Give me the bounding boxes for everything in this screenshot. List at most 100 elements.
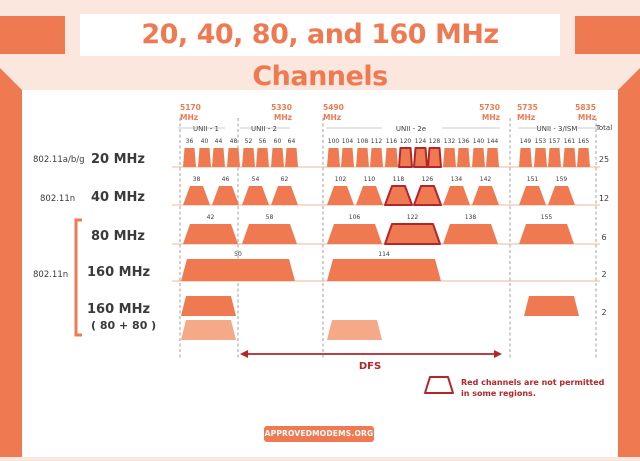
channel-number: 142 xyxy=(480,176,492,183)
channel-80mhz-106 xyxy=(327,224,382,244)
channel-number: 155 xyxy=(541,214,553,221)
channel-number: 128 xyxy=(429,138,441,145)
dfs-arrow-head-right xyxy=(494,350,502,358)
title-bar-right xyxy=(575,16,640,54)
channel-80plus80-block xyxy=(524,296,579,316)
channel-number: 138 xyxy=(465,214,477,221)
channel-number: 118 xyxy=(393,176,405,183)
footer-link[interactable]: APPROVEDMODEMS.ORG xyxy=(264,426,374,442)
channel-20mhz-64 xyxy=(285,148,298,167)
frame-left xyxy=(0,68,22,457)
frequency-unit: MHz xyxy=(517,113,535,122)
channel-40mhz-151 xyxy=(519,186,546,205)
channel-80mhz-42 xyxy=(183,224,238,244)
channel-20mhz-124 xyxy=(413,147,428,168)
channel-20mhz-157 xyxy=(548,148,561,167)
channel-80mhz-58 xyxy=(242,224,297,244)
band-label: UNII - 2 xyxy=(251,125,277,133)
channel-number: 161 xyxy=(564,138,576,145)
channel-number: 38 xyxy=(193,176,201,183)
channel-number: 44 xyxy=(215,138,223,145)
frequency-unit: MHz xyxy=(578,113,596,122)
channel-number: 52 xyxy=(245,138,253,145)
channel-number: 120 xyxy=(400,138,412,145)
frequency-label: 5735 xyxy=(517,103,538,112)
dfs-arrow-head-left xyxy=(240,350,248,358)
width-label: 20 MHz xyxy=(91,152,145,167)
frequency-unit: MHz xyxy=(323,113,341,122)
frequency-unit: MHz xyxy=(180,113,198,122)
channel-20mhz-140 xyxy=(472,148,485,167)
channel-number: 112 xyxy=(371,138,383,145)
dfs-label: DFS xyxy=(359,361,381,372)
channel-80plus80-block xyxy=(327,320,382,340)
channel-number: 136 xyxy=(458,138,470,145)
channel-40mhz-54 xyxy=(242,186,269,205)
channel-20mhz-165 xyxy=(577,148,590,167)
channel-80plus80-block xyxy=(181,296,236,316)
channel-20mhz-120 xyxy=(398,147,413,168)
width-label: 160 MHz xyxy=(87,302,150,317)
channel-20mhz-108 xyxy=(356,148,369,167)
channel-number: 50 xyxy=(234,251,242,258)
frequency-label: 5330 xyxy=(271,103,292,112)
channel-number: 151 xyxy=(527,176,539,183)
channel-20mhz-60 xyxy=(271,148,284,167)
channel-number: 106 xyxy=(349,214,361,221)
channel-number: 108 xyxy=(357,138,369,145)
frequency-label: 5730 xyxy=(479,103,500,112)
channel-number: 124 xyxy=(415,138,427,145)
row-total: 2 xyxy=(601,270,606,279)
band-label: UNII - 1 xyxy=(193,125,219,133)
frequency-label: 5490 xyxy=(323,103,344,112)
channel-number: 144 xyxy=(487,138,499,145)
channel-40mhz-126 xyxy=(413,185,442,206)
frequency-unit: MHz xyxy=(482,113,500,122)
channel-20mhz-116 xyxy=(385,148,398,167)
channel-20mhz-100 xyxy=(327,148,340,167)
panel-top-gap xyxy=(22,70,618,90)
legend-text: Red channels are not permitted xyxy=(461,378,605,387)
channel-20mhz-112 xyxy=(370,148,383,167)
frequency-label: 5170 xyxy=(180,103,201,112)
channel-number: 56 xyxy=(259,138,267,145)
channel-40mhz-159 xyxy=(548,186,575,205)
total-header: Total xyxy=(595,124,612,132)
row-total: 12 xyxy=(599,194,609,203)
channel-number: 36 xyxy=(186,138,194,145)
channel-number: 48 xyxy=(230,138,238,145)
channel-80plus80-block xyxy=(181,320,236,340)
channel-20mhz-161 xyxy=(563,148,576,167)
standard-label: 802.11a/b/g xyxy=(33,155,84,165)
channel-number: 100 xyxy=(328,138,340,145)
channel-20mhz-44 xyxy=(212,148,225,167)
channel-number: 42 xyxy=(207,214,215,221)
row-group-bracket xyxy=(74,218,82,337)
channel-number: 46 xyxy=(222,176,230,183)
channel-number: 126 xyxy=(422,176,434,183)
channel-number: 40 xyxy=(201,138,209,145)
channel-number: 122 xyxy=(407,214,419,221)
page-title: 20, 40, 80, and 160 MHz Channels xyxy=(80,14,560,92)
channel-number: 140 xyxy=(473,138,485,145)
channel-number: 159 xyxy=(556,176,568,183)
channel-number: 64 xyxy=(288,138,296,145)
channel-number: 153 xyxy=(535,138,547,145)
channel-80mhz-155 xyxy=(519,224,574,244)
channel-40mhz-110 xyxy=(356,186,383,205)
channel-20mhz-52 xyxy=(242,148,255,167)
channel-20mhz-128 xyxy=(427,147,442,168)
width-label: 40 MHz xyxy=(91,190,145,205)
channel-number: 54 xyxy=(252,176,260,183)
channel-80mhz-138 xyxy=(443,224,498,244)
frame-right xyxy=(618,68,640,457)
channel-number: 116 xyxy=(386,138,398,145)
channel-40mhz-118 xyxy=(384,185,413,206)
frequency-label: 5835 xyxy=(575,103,596,112)
standard-label: 802.11n xyxy=(40,194,75,204)
channel-number: 134 xyxy=(451,176,463,183)
channel-20mhz-56 xyxy=(256,148,269,167)
channel-number: 157 xyxy=(549,138,561,145)
channel-20mhz-40 xyxy=(198,148,211,167)
